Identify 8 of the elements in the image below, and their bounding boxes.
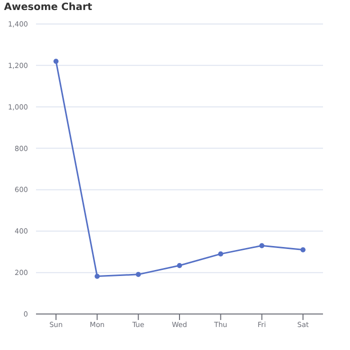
point — [94, 274, 100, 279]
point — [53, 58, 59, 64]
point — [176, 262, 182, 268]
point — [259, 243, 264, 248]
point — [218, 251, 224, 256]
chart-title: Awesome Chart — [4, 2, 92, 13]
point — [136, 272, 141, 277]
point — [300, 247, 306, 252]
